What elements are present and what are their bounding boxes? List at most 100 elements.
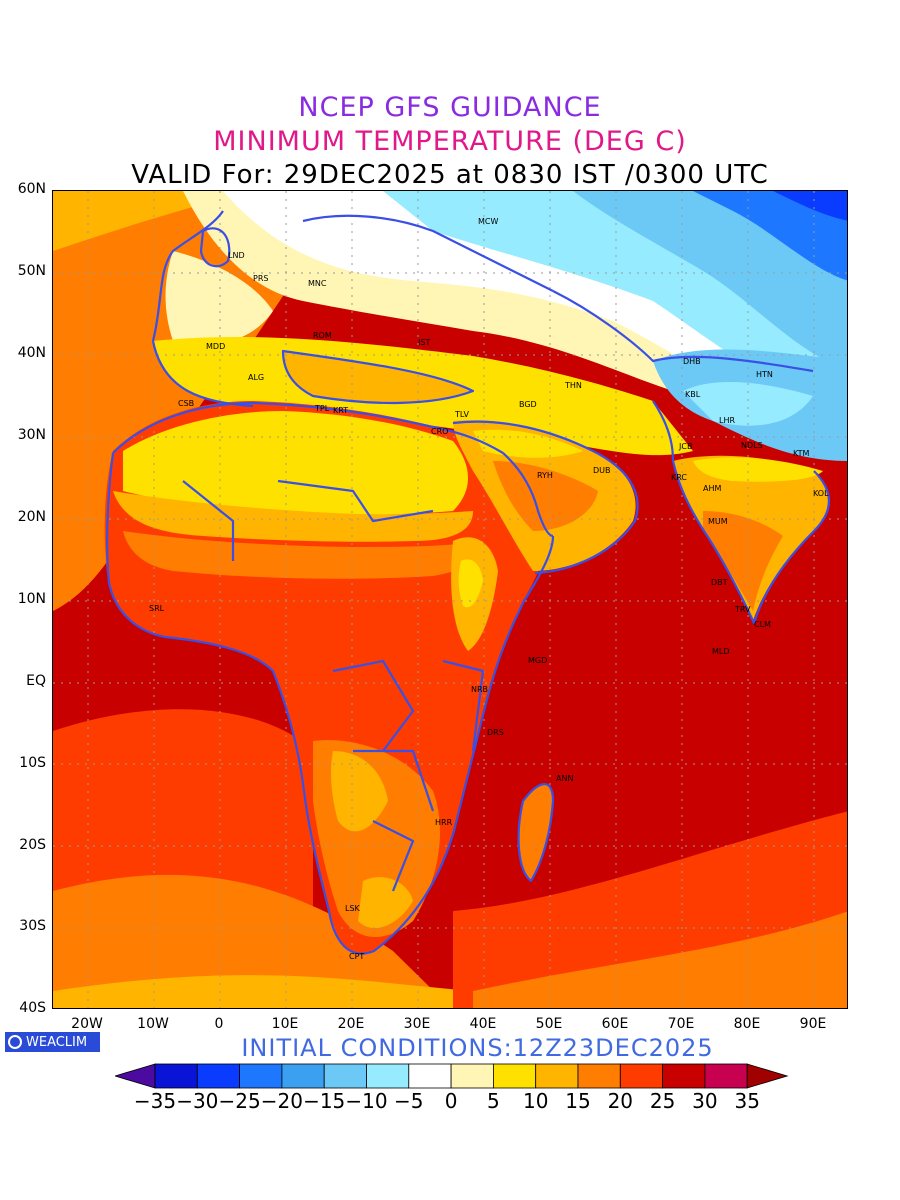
- ocean-south-band: [53, 874, 451, 1008]
- city-label-ndls: NDLS: [741, 441, 763, 450]
- colorbar-label-10: 15: [565, 1089, 590, 1113]
- city-label-ahm: AHM: [703, 484, 721, 493]
- colorbar-swatch-8: [450, 1063, 494, 1089]
- colorbar-swatch-10: [535, 1063, 579, 1089]
- arabia-warm: [493, 461, 598, 531]
- ethiopia-cool: [458, 559, 483, 608]
- lat-label-30s: 30S: [19, 918, 46, 934]
- lat-label-20n: 20N: [17, 509, 46, 525]
- colorbar-swatch-13: [662, 1063, 706, 1089]
- city-label-krc: KRC: [671, 473, 687, 482]
- lat-label-eq: EQ: [26, 673, 46, 689]
- city-label-tlv: TLV: [454, 410, 469, 419]
- colorbar-label-11: 20: [608, 1089, 633, 1113]
- city-label-srl: SRL: [149, 604, 165, 613]
- city-label-rom: ROM: [313, 331, 332, 340]
- colorbar-swatch-5: [323, 1063, 367, 1089]
- lon-label-20e: 20E: [337, 1016, 365, 1032]
- lon-label-20w: 20W: [71, 1016, 103, 1032]
- colorbar-label-3: −20: [261, 1089, 303, 1113]
- temperature-map: MCW LND PRS MNC MDD ROM IST ALG CSB TPL KRT TLV CRO B…: [52, 190, 848, 1009]
- city-label-mum: MUM: [708, 517, 728, 526]
- lon-label-0: 0: [214, 1016, 224, 1032]
- city-label-csb: CSB: [178, 399, 194, 408]
- colorbar-swatch-3: [239, 1063, 283, 1089]
- map-svg: MCW LND PRS MNC MDD ROM IST ALG CSB TPL KRT TLV CRO B…: [53, 191, 847, 1008]
- city-label-mgd: MGD: [528, 656, 547, 665]
- city-label-jcb: JCB: [678, 442, 692, 451]
- city-label-htn: HTN: [756, 370, 773, 379]
- madagascar: [518, 784, 553, 881]
- west-europe-mild: [165, 251, 273, 345]
- colorbar-label-9: 10: [523, 1089, 548, 1113]
- title-variable: MINIMUM TEMPERATURE (DEG C): [213, 126, 687, 157]
- india-peninsula: [703, 511, 783, 611]
- colorbar-swatch-7: [408, 1063, 452, 1089]
- lon-label-90e: 90E: [799, 1016, 827, 1032]
- lat-label-10n: 10N: [17, 591, 46, 607]
- lat-label-60n: 60N: [17, 181, 46, 197]
- title-product: NCEP GFS GUIDANCE: [298, 92, 602, 123]
- colorbar-swatch-0: [115, 1063, 156, 1089]
- colorbar-label-4: −15: [303, 1089, 345, 1113]
- drakensberg-mild: [358, 877, 413, 929]
- colorbar-swatch-1: [154, 1063, 198, 1089]
- city-label-trv: TRV: [734, 605, 751, 614]
- tibet-plateau: [683, 381, 813, 426]
- colorbar-swatch-15: [746, 1063, 789, 1089]
- lat-label-40s: 40S: [19, 1000, 46, 1016]
- siberia-very-cold: [693, 191, 847, 281]
- city-label-mcw: MCW: [478, 217, 498, 226]
- mediterranean-sea: [283, 351, 473, 403]
- indo-gangetic: [693, 457, 823, 482]
- colorbar-swatch-11: [577, 1063, 621, 1089]
- weaclim-logo-text: WEACLIM: [26, 1034, 88, 1050]
- city-label-mld: MLD: [712, 647, 730, 656]
- lon-label-40e: 40E: [469, 1016, 497, 1032]
- city-label-lsk: LSK: [345, 904, 361, 913]
- city-label-cro: CRO: [431, 427, 448, 436]
- city-label-ktm: KTM: [793, 449, 810, 458]
- colorbar-label-0: −35: [134, 1089, 176, 1113]
- city-label-drs: DRS: [487, 728, 504, 737]
- colorbar-label-6: −5: [394, 1089, 423, 1113]
- city-label-kol: KOL: [813, 489, 829, 498]
- colorbar-label-1: −30: [176, 1089, 218, 1113]
- colorbar-label-14: 35: [734, 1089, 759, 1113]
- color-scale-bar: −35 −30 −25 −20 −15 −10 −5 0 5 10 15 20 25 30 35: [115, 1063, 789, 1113]
- lat-label-50n: 50N: [17, 263, 46, 279]
- lat-label-40n: 40N: [17, 345, 46, 361]
- city-label-thn: THN: [564, 381, 582, 390]
- city-label-bgd: BGD: [519, 400, 537, 409]
- lon-label-70e: 70E: [667, 1016, 695, 1032]
- colorbar-swatch-6: [366, 1063, 410, 1089]
- gridlines: [53, 191, 847, 1008]
- coastlines: [106, 210, 830, 955]
- initial-conditions: INITIAL CONDITIONS:12Z23DEC2025: [241, 1034, 714, 1062]
- city-label-hrr: HRR: [435, 818, 453, 827]
- colorbar-swatch-4: [281, 1063, 325, 1089]
- colorbar-swatch-2: [196, 1063, 241, 1089]
- weaclim-logo-icon: [8, 1035, 22, 1049]
- sahel-warm: [113, 491, 473, 542]
- lon-label-50e: 50E: [535, 1016, 563, 1032]
- city-label-krt: KRT: [333, 406, 348, 415]
- city-label-dub: DUB: [593, 466, 611, 475]
- city-label-tpl: TPL: [314, 404, 330, 413]
- colorbar-swatch-12: [619, 1063, 663, 1089]
- city-label-ist: IST: [418, 338, 430, 347]
- city-label-lnd: LND: [228, 251, 245, 260]
- city-label-mnc: MNC: [308, 279, 327, 288]
- city-label-cpt: CPT: [349, 952, 364, 961]
- lat-label-20s: 20S: [19, 837, 46, 853]
- colorbar-swatch-14: [704, 1063, 748, 1089]
- city-label-lhr: LHR: [719, 416, 735, 425]
- city-labels: MCW LND PRS MNC MDD ROM IST ALG CSB TPL KRT TLV CRO B…: [149, 217, 829, 961]
- city-label-prs: PRS: [253, 274, 268, 283]
- lon-label-80e: 80E: [733, 1016, 761, 1032]
- city-label-clm: CLM: [754, 620, 771, 629]
- lat-label-10s: 10S: [19, 755, 46, 771]
- ocean-north-atlantic-far: [53, 191, 253, 251]
- city-label-mdd: MDD: [206, 342, 225, 351]
- colorbar-label-12: 25: [650, 1089, 675, 1113]
